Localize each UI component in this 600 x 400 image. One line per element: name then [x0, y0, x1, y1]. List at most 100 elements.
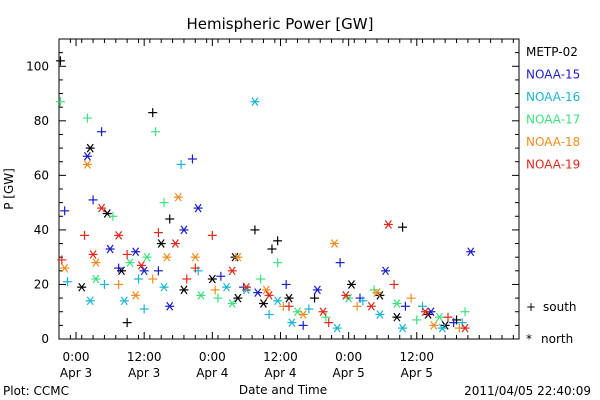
data-point-south	[114, 263, 124, 273]
data-point-south	[389, 279, 399, 289]
marker-legend: + south * north	[526, 300, 577, 346]
y-axis: 0 20 40 60 80 100	[26, 38, 519, 346]
data-point-north	[253, 288, 263, 297]
data-point-north	[284, 293, 294, 303]
south-marker-label: south	[543, 300, 577, 314]
plot-timestamp: 2011/04/05 22:40:09	[464, 384, 591, 398]
data-point-north	[179, 225, 189, 235]
data-point-north	[420, 307, 430, 317]
data-point-north	[250, 97, 260, 107]
data-point-south	[267, 244, 277, 254]
north-marker-symbol: *	[526, 332, 532, 346]
data-point-north	[190, 252, 200, 262]
data-point-south	[358, 296, 368, 306]
north-marker-label: north	[541, 332, 573, 346]
data-point-north	[170, 239, 180, 248]
data-point-north	[119, 296, 129, 306]
y-tick-label: 100	[26, 59, 49, 73]
x-tick-label-time: 12:00	[263, 350, 298, 364]
data-point-north	[227, 266, 237, 276]
data-point-south	[250, 225, 260, 235]
data-point-south	[216, 271, 226, 281]
data-point-north	[381, 266, 391, 276]
plot-credit: Plot: CCMC	[3, 384, 69, 398]
data-point-south	[99, 279, 109, 289]
data-point-south	[304, 304, 314, 314]
data-point-north	[173, 192, 183, 202]
data-point-south	[460, 307, 470, 317]
data-point-south	[134, 274, 144, 284]
data-point-south	[400, 301, 410, 311]
legend-entry-noaa-15: NOAA-15	[526, 68, 580, 82]
y-tick-label: 60	[34, 168, 49, 182]
data-point-north	[366, 301, 376, 311]
data-point-south	[256, 274, 266, 284]
x-tick-label-time: 0:00	[335, 350, 362, 364]
x-tick-label-time: 0:00	[63, 350, 90, 364]
data-point-south	[264, 309, 274, 319]
data-point-south	[406, 293, 416, 303]
data-point-north	[136, 261, 146, 270]
x-tick-label-time: 0:00	[199, 350, 226, 364]
data-point-south	[88, 195, 98, 205]
data-point-south	[165, 214, 175, 224]
data-point-north	[241, 282, 251, 292]
data-point-north	[329, 239, 339, 248]
data-point-north	[460, 323, 470, 333]
data-point-north	[88, 250, 98, 259]
data-point-south	[122, 249, 132, 259]
data-point-south	[60, 206, 70, 216]
legend-entry-noaa-19: NOAA-19	[526, 158, 580, 172]
data-point-north	[82, 160, 92, 169]
data-point-north	[437, 323, 447, 333]
y-tick-label: 40	[34, 223, 49, 237]
data-point-north	[142, 252, 152, 262]
data-point-south	[55, 56, 65, 66]
data-point-south	[97, 127, 107, 137]
data-point-south	[57, 255, 67, 265]
data-point-north	[332, 323, 342, 333]
data-point-south	[281, 279, 291, 289]
data-point-south	[151, 127, 161, 137]
data-point-north	[131, 291, 141, 300]
x-tick-label-date: Apr 5	[333, 366, 365, 380]
data-point-north	[156, 239, 166, 248]
x-tick-label-date: Apr 5	[401, 366, 433, 380]
x-tick-label-date: Apr 4	[264, 366, 296, 380]
data-point-north	[227, 299, 237, 308]
data-point-north	[434, 312, 444, 322]
data-point-south	[321, 312, 331, 322]
data-point-north	[233, 293, 243, 303]
data-point-south	[273, 258, 283, 268]
x-tick-label-date: Apr 4	[196, 366, 228, 380]
data-point-north	[287, 318, 297, 327]
data-point-north	[273, 296, 283, 306]
data-point-north	[105, 244, 115, 254]
data-point-north	[131, 247, 141, 257]
data-point-north	[114, 231, 124, 240]
data-point-north	[261, 285, 271, 295]
data-point-south	[449, 318, 459, 328]
data-point-south	[310, 293, 320, 303]
data-point-north	[233, 252, 243, 262]
data-point-north	[392, 299, 402, 308]
data-point-north	[392, 312, 402, 322]
data-point-north	[196, 291, 206, 300]
data-point-north	[85, 296, 95, 306]
data-point-north	[82, 151, 92, 161]
data-point-south	[63, 277, 73, 287]
data-point-south	[273, 236, 283, 246]
data-point-south	[284, 301, 294, 311]
y-tick-label: 0	[41, 332, 49, 346]
x-tick-label-time: 12:00	[399, 350, 434, 364]
data-point-south	[182, 274, 192, 284]
x-tick-label-date: Apr 3	[60, 366, 92, 380]
data-point-south	[412, 315, 422, 325]
data-point-north	[159, 282, 169, 292]
data-point-north	[139, 266, 149, 276]
data-point-north	[179, 285, 189, 295]
data-point-south	[187, 154, 197, 164]
data-point-north	[258, 299, 268, 308]
data-point-south	[417, 301, 427, 311]
chart-title: Hemispheric Power [GW]	[187, 15, 374, 33]
